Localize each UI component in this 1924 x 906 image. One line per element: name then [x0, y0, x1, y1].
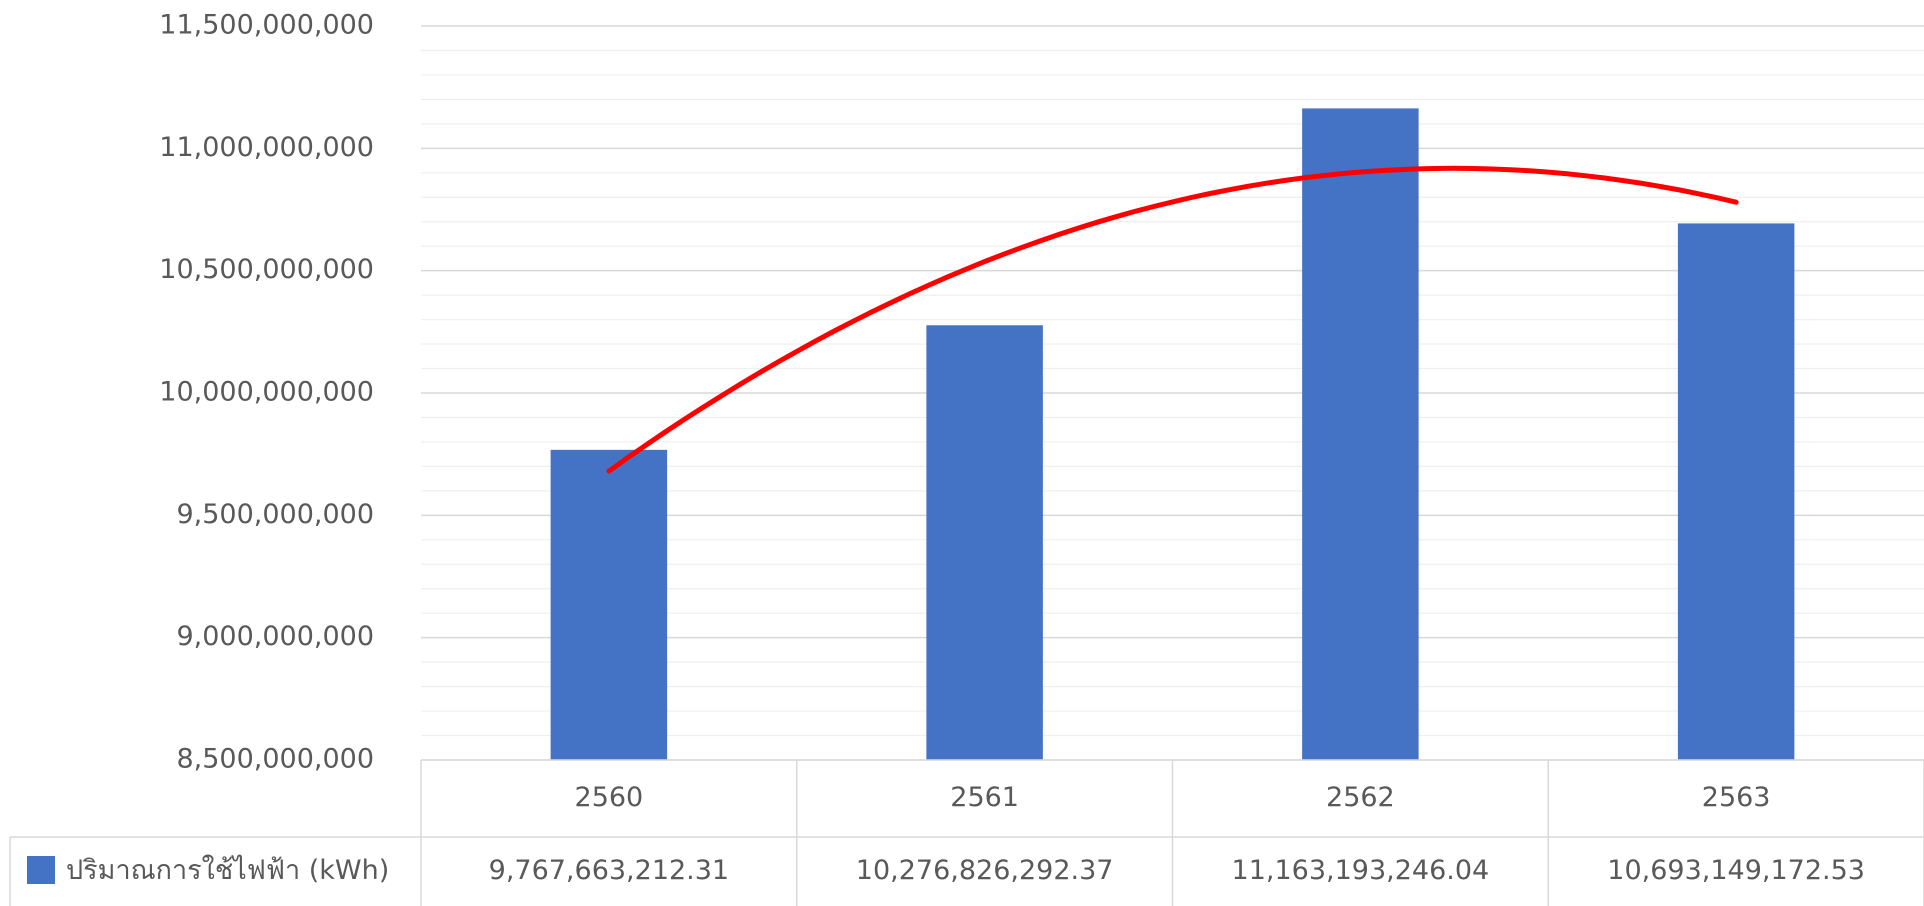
y-tick-label: 11,500,000,000 [159, 10, 374, 41]
y-tick-label: 10,500,000,000 [159, 254, 374, 285]
bar [1677, 223, 1795, 761]
y-tick-label: 11,000,000,000 [159, 132, 374, 163]
y-tick-label: 9,000,000,000 [176, 621, 374, 652]
data-table-value: 10,276,826,292.37 [856, 855, 1114, 886]
y-tick-label: 8,500,000,000 [176, 744, 374, 775]
x-tick-label: 2562 [1326, 782, 1395, 813]
x-tick-label: 2561 [950, 782, 1019, 813]
legend-key [27, 856, 55, 884]
y-tick-label: 9,500,000,000 [176, 499, 374, 530]
bar [550, 449, 668, 760]
data-table-value: 10,693,149,172.53 [1607, 855, 1865, 886]
data-table-value: 9,767,663,212.31 [489, 855, 729, 886]
bar [1302, 108, 1419, 760]
data-table-value: 11,163,193,246.04 [1232, 855, 1490, 886]
legend-label: ปริมาณการใช้ไฟฟ้า (kWh) [66, 854, 389, 886]
x-tick-label: 2563 [1702, 782, 1771, 813]
bar [926, 325, 1043, 760]
trendline [606, 165, 1739, 474]
x-tick-label: 2560 [575, 782, 644, 813]
y-tick-label: 10,000,000,000 [159, 377, 374, 408]
